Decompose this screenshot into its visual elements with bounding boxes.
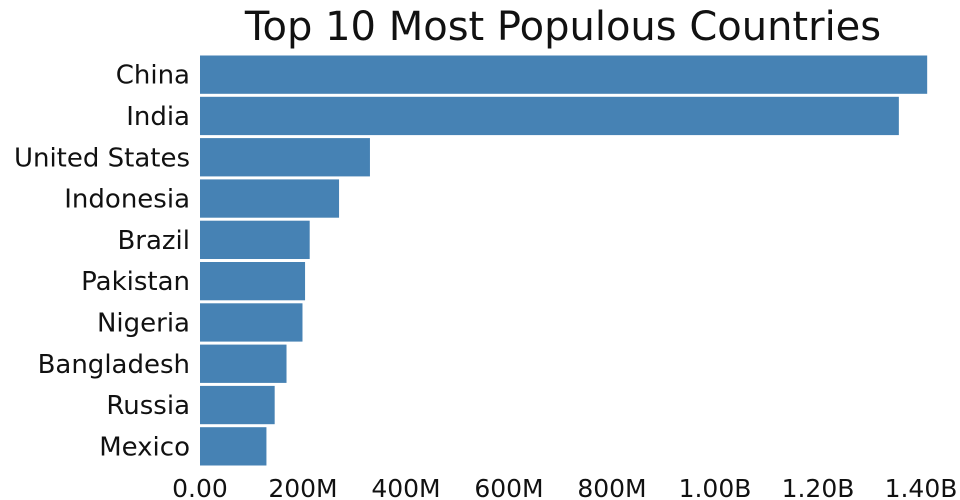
- x-tick-label: 400M: [371, 474, 440, 500]
- bar-bangladesh: [200, 344, 287, 383]
- category-label: Bangladesh: [38, 350, 190, 380]
- x-tick-label: 600M: [474, 474, 543, 500]
- x-tick-label: 1.40B: [885, 474, 958, 500]
- x-tick-label: 200M: [268, 474, 337, 500]
- bar-nigeria: [200, 303, 303, 342]
- bar-russia: [200, 385, 275, 425]
- bar-mexico: [200, 427, 267, 466]
- bars-group: [200, 55, 928, 466]
- x-tick-label: 1.20B: [782, 474, 855, 500]
- category-label: Indonesia: [64, 185, 190, 215]
- category-label: Russia: [106, 391, 190, 421]
- bar-india: [200, 96, 899, 136]
- bar-china: [200, 55, 928, 94]
- category-label: China: [116, 61, 190, 91]
- x-tick-label: 1.00B: [679, 474, 752, 500]
- chart-title: Top 10 Most Populous Countries: [244, 4, 881, 50]
- category-labels: China India United States Indonesia Brazil Pa…: [14, 61, 190, 463]
- x-axis-ticks: 0.00 200M 400M 600M 800M 1.00B 1.20B 1.40B: [172, 474, 957, 500]
- category-label: United States: [14, 143, 190, 173]
- x-tick-label: 0.00: [172, 474, 228, 500]
- bar-brazil: [200, 220, 310, 259]
- category-label: Nigeria: [97, 308, 190, 338]
- bar-united-states: [200, 138, 370, 177]
- bar-indonesia: [200, 179, 340, 218]
- category-label: Brazil: [117, 226, 190, 256]
- x-tick-label: 800M: [577, 474, 646, 500]
- category-label: Pakistan: [81, 267, 190, 297]
- category-label: India: [126, 102, 190, 132]
- bar-pakistan: [200, 262, 306, 301]
- category-label: Mexico: [99, 432, 190, 462]
